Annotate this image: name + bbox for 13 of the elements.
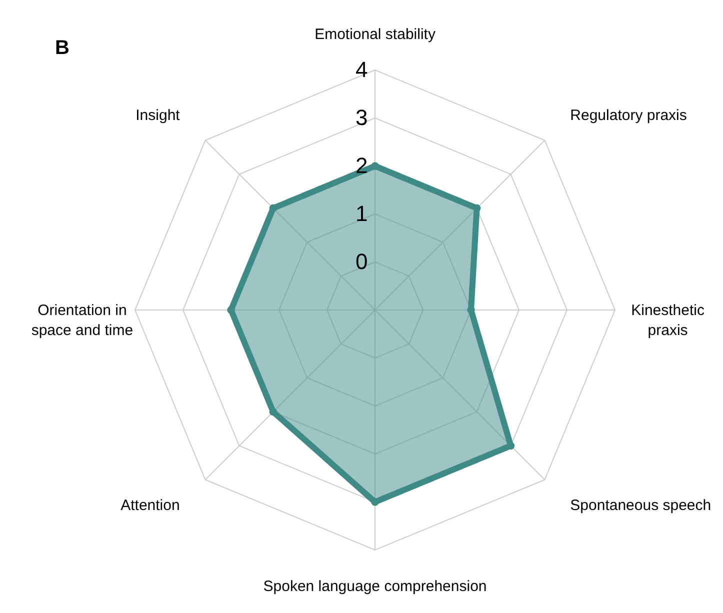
spoke-label: Spontaneous speech [570,497,712,514]
y-tick-label: 4 [356,57,368,82]
spoke-label: Spoken language comprehension [263,578,487,595]
spoke-label: Attention [120,497,180,514]
y-tick-label: 0 [356,249,368,274]
spoke-label: Regulatory praxis [570,106,687,124]
y-tick-label: 1 [356,201,368,226]
spoke-label: Emotional stability [314,26,436,43]
spoke-label: Kinesthetic praxis [631,302,705,339]
spoke-label: Insight [136,106,181,124]
spoke-label: Orientation in space and time [31,302,134,339]
chart-title: B [55,37,70,59]
y-tick-label: 3 [356,105,368,130]
